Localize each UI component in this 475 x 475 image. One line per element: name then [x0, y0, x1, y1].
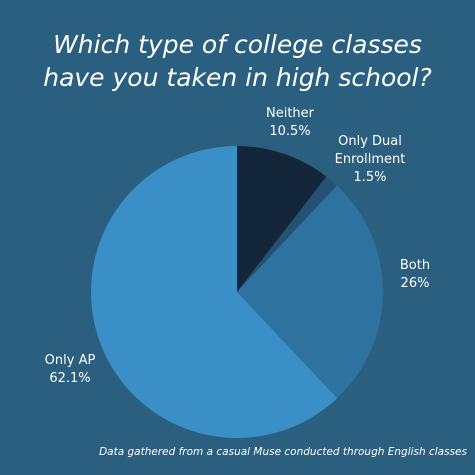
slice-label: Only Dual Enrollment 1.5% — [325, 133, 415, 187]
value-label: 10.5% — [269, 124, 311, 139]
chart-title: Which type of college classes have you t… — [43, 30, 432, 92]
pie-slice — [237, 176, 337, 292]
value-label: 26% — [400, 276, 430, 291]
footnote: Data gathered from a casual Muse conduct… — [99, 446, 467, 458]
slice-label: Both 26% — [375, 257, 455, 293]
pie-slice — [237, 185, 383, 399]
value-label: 1.5% — [353, 170, 387, 185]
category-label: Both — [399, 258, 431, 273]
value-label: 62.1% — [49, 371, 91, 386]
category-label: Only AP — [44, 353, 96, 368]
slice-label: Neither 10.5% — [245, 105, 335, 141]
slice-label: Only AP 62.1% — [25, 352, 115, 388]
pie-slice — [237, 146, 327, 292]
pie-slice — [90, 146, 338, 438]
category-label: Only Dual Enrollment — [334, 134, 406, 167]
category-label: Neither — [265, 106, 314, 121]
